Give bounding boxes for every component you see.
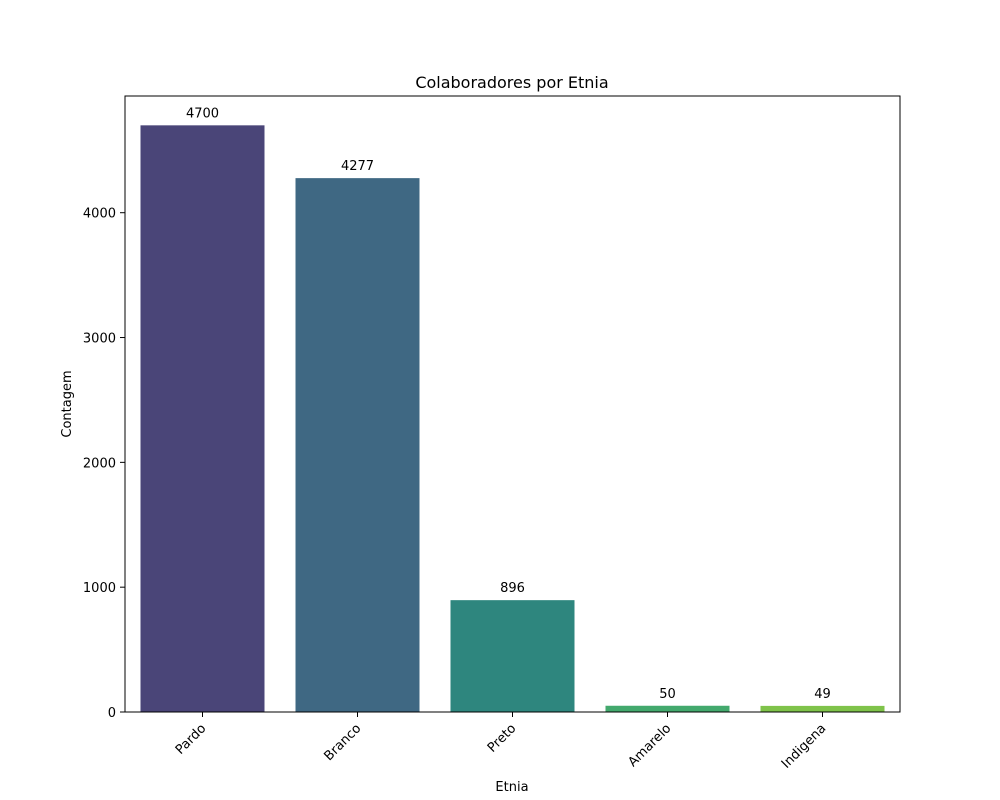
bar-branco [295, 178, 420, 713]
bar-amarelo [605, 705, 730, 712]
x-tick-label-amarelo: Amarelo [625, 721, 674, 770]
plot-area: 4700 4277 896 50 49 [140, 106, 885, 713]
y-tick-label-3000: 3000 [83, 332, 116, 347]
x-tick-label-indigena: Indigena [779, 721, 829, 771]
data-label-preto: 896 [500, 581, 525, 596]
x-tick-label-preto: Preto [485, 721, 519, 755]
y-axis-title: Contagem [60, 370, 75, 437]
data-label-branco: 4277 [341, 159, 374, 174]
y-tick-label-0: 0 [108, 706, 116, 721]
bar-preto [450, 600, 575, 712]
y-tick-label-2000: 2000 [83, 456, 116, 471]
x-tick-label-branco: Branco [321, 721, 364, 764]
y-axis: 0 1000 2000 3000 4000 [83, 207, 125, 721]
y-tick-label-4000: 4000 [83, 207, 116, 222]
x-tick-label-pardo: Pardo [173, 721, 209, 757]
bar-indigena [760, 705, 885, 712]
data-label-amarelo: 50 [659, 687, 676, 702]
data-label-pardo: 4700 [186, 106, 219, 121]
y-tick-label-1000: 1000 [83, 581, 116, 596]
x-axis: Pardo Branco Preto Amarelo Indigena [173, 712, 829, 772]
data-label-indigena: 49 [814, 687, 831, 702]
x-axis-title: Etnia [495, 780, 528, 795]
bar-pardo [140, 125, 265, 713]
chart-title: Colaboradores por Etnia [415, 73, 608, 92]
